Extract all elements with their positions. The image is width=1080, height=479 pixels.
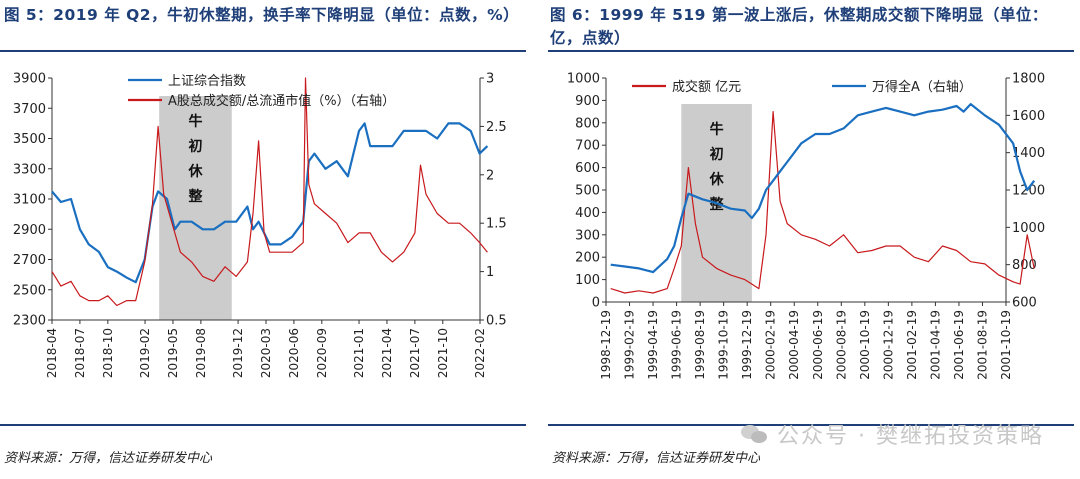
- right-xtick-label: 2000-10-19: [858, 310, 872, 380]
- right-y2tick-label: 800: [1012, 258, 1037, 273]
- left-source: 资料来源：万得，信达证券研发中心: [4, 451, 213, 466]
- left-ytick-label: 2700: [13, 253, 46, 268]
- right-ytick-label: 1000: [567, 72, 600, 87]
- right-y2tick-label: 600: [1012, 296, 1037, 311]
- left-series-line-blue: [51, 122, 489, 284]
- left-xtick-label: 2020-03: [259, 328, 273, 378]
- left-xtick-label: 2020-06: [287, 328, 301, 378]
- right-ytick-label: 200: [575, 251, 600, 266]
- right-ytick-label: 900: [575, 94, 600, 109]
- right-source: 资料来源：万得，信达证券研发中心: [552, 451, 761, 466]
- left-xtick-label: 2019-05: [166, 328, 180, 378]
- left-shade-label-char: 整: [187, 188, 203, 205]
- left-legend-label: 上证综合指数: [168, 74, 246, 89]
- right-ytick-label: 100: [575, 273, 600, 288]
- left-y2tick-label: 3: [486, 72, 494, 87]
- right-ytick-label: 400: [575, 206, 600, 221]
- right-y2tick-label: 1000: [1012, 221, 1045, 236]
- right-xtick-label: 2000-06-19: [811, 310, 825, 380]
- right-xtick-label: 2000-08-19: [834, 310, 848, 380]
- right-xtick-label: 2001-10-19: [999, 310, 1013, 380]
- left-y2tick-label: 2.5: [486, 120, 507, 135]
- left-ytick-label: 2900: [13, 223, 46, 238]
- right-title-rule: [548, 50, 1074, 52]
- left-chart: 牛初休整 2300 2500 2700 2900 3100 3300 3500 3700 3900…: [13, 72, 507, 379]
- left-ytick-label: 3100: [13, 193, 46, 208]
- wechat-icon: [741, 423, 769, 445]
- left-xtick-label: 2019-02: [138, 328, 152, 378]
- right-legend-label: 成交额 亿元: [672, 79, 741, 95]
- right-ytick-label: 700: [575, 139, 600, 154]
- left-xtick-label: 2020-09: [315, 328, 329, 378]
- left-xtick-label: 2019-08: [194, 328, 208, 378]
- right-ytick-label: 500: [575, 184, 600, 199]
- right-xtick-label: 2000-02-19: [764, 310, 778, 380]
- left-chart-panel: 图 5：2019 年 Q2，牛初休整期，换手率下降明显（单位：点数，%） 牛初休…: [0, 0, 530, 479]
- right-xtick-label: 2000-04-19: [787, 310, 801, 380]
- right-chart-panel: 图 6：1999 年 519 第一波上涨后，休整期成交额下降明显（单位：亿，点数…: [548, 0, 1080, 479]
- right-shade-label-char: 牛: [710, 121, 724, 138]
- left-xtick-label: 2021-04: [380, 328, 394, 378]
- right-bottom-rule: [548, 424, 1074, 426]
- right-ytick-label: 300: [575, 228, 600, 243]
- left-ytick-label: 3900: [13, 72, 46, 87]
- right-xtick-label: 2001-06-19: [952, 310, 966, 380]
- right-ytick-label: 600: [575, 161, 600, 176]
- right-y2tick-label: 1200: [1012, 184, 1045, 199]
- watermark-text: 公众号 · 樊继拓投资策略: [777, 424, 1044, 449]
- right-legend-label: 万得全A（右轴）: [872, 79, 972, 95]
- right-y2tick-label: 1400: [1012, 146, 1045, 161]
- right-xtick-label: 1999-02-19: [623, 310, 637, 380]
- watermark: 公众号 · 樊继拓投资策略: [741, 418, 1044, 450]
- left-ytick-label: 3700: [13, 102, 46, 117]
- right-chart: 牛初休整 0 100 200 300 400 500 600 700 800 900 1000 600 8…: [567, 72, 1045, 380]
- right-ytick-label: 0: [592, 296, 600, 311]
- left-ytick-label: 3500: [13, 132, 46, 147]
- left-xtick-label: 2021-01: [352, 328, 366, 378]
- left-title-rule: [0, 50, 526, 52]
- left-y2tick-label: 1.5: [486, 217, 507, 232]
- right-y2tick-label: 1600: [1012, 109, 1045, 124]
- right-chart-title: 图 6：1999 年 519 第一波上涨后，休整期成交额下降明显（单位：亿，点数…: [550, 6, 1048, 47]
- right-ytick-label: 800: [575, 116, 600, 131]
- left-ytick-label: 2500: [13, 283, 46, 298]
- right-xtick-label: 2001-08-19: [975, 310, 989, 380]
- left-xtick-label: 2018-10: [101, 328, 115, 378]
- left-shade-label-char: 初: [188, 138, 202, 155]
- right-xtick-label: 2001-02-19: [905, 310, 919, 380]
- right-xtick-label: 1999-12-19: [740, 310, 754, 380]
- left-xtick-label: 2018-07: [73, 328, 87, 378]
- left-y2tick-label: 2: [486, 168, 494, 183]
- left-ytick-label: 2300: [13, 314, 46, 329]
- right-shade-label-char: 整: [709, 196, 725, 213]
- left-xtick-label: 2021-07: [408, 328, 422, 378]
- right-xtick-label: 1998-12-19: [599, 310, 613, 380]
- left-chart-title: 图 5：2019 年 Q2，牛初休整期，换手率下降明显（单位：点数，%）: [4, 6, 520, 24]
- left-series-line-red: [51, 77, 488, 307]
- right-shade-label-char: 休: [709, 171, 725, 188]
- right-xtick-label: 1999-06-19: [670, 310, 684, 380]
- right-xtick-label: 1999-08-19: [693, 310, 707, 380]
- left-ytick-label: 3300: [13, 162, 46, 177]
- right-series-line-red: [610, 110, 1035, 294]
- left-shade-region: [159, 96, 232, 320]
- right-series-line-blue: [610, 102, 1036, 274]
- left-legend-label: A股总成交额/总流通市值（%）（右轴）: [168, 93, 395, 109]
- left-bottom-rule: [0, 424, 526, 426]
- left-xtick-label: 2021-10: [436, 328, 450, 378]
- right-xtick-label: 2001-04-19: [928, 310, 942, 380]
- left-shade-label-char: 牛: [188, 113, 202, 130]
- left-y2tick-label: 1: [486, 265, 494, 280]
- left-y2tick-label: 0.5: [486, 314, 507, 329]
- right-shade-label-char: 初: [710, 146, 724, 163]
- right-xtick-label: 1999-04-19: [646, 310, 660, 380]
- right-xtick-label: 1999-10-19: [717, 310, 731, 380]
- left-xtick-label: 2018-04: [45, 328, 59, 378]
- left-xtick-label: 2022-02: [473, 328, 487, 378]
- left-xtick-label: 2019-12: [231, 328, 245, 378]
- left-shade-label-char: 休: [187, 163, 203, 180]
- right-y2tick-label: 1800: [1012, 72, 1045, 87]
- right-xtick-label: 2000-12-19: [881, 310, 895, 380]
